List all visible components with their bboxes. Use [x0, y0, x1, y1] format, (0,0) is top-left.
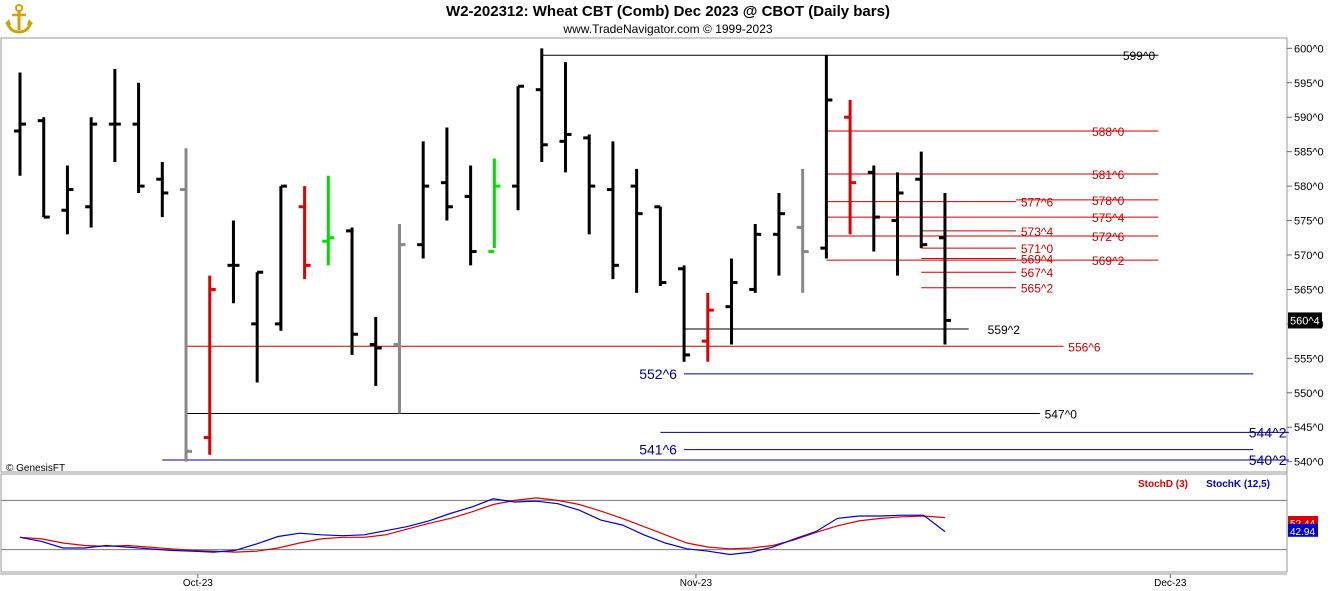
legend-stochk: StochK (12,5)	[1206, 479, 1270, 490]
price-axis: 540^0545^0550^0555^0560^0565^0570^0575^0…	[1287, 43, 1324, 469]
ohlc-bar	[915, 151, 928, 249]
chart-header: W2-202312: Wheat CBT (Comb) Dec 2023 @ C…	[0, 0, 1336, 38]
stoch-panel-frame	[0, 473, 1288, 573]
ohlc-bar	[274, 184, 287, 331]
y-tick-label: 555^0	[1294, 353, 1324, 365]
ohlc-bar	[891, 172, 904, 276]
ohlc-bar	[772, 193, 785, 276]
stoch-series-line	[19, 498, 946, 556]
level-label: 572^6	[1092, 230, 1125, 244]
ohlc-bar	[393, 224, 406, 414]
level-label: 571^0	[1021, 242, 1054, 256]
level-label: 573^4	[1021, 225, 1054, 239]
level-label: 569^4	[1021, 252, 1054, 266]
level-label: 575^4	[1092, 211, 1125, 225]
ohlc-bar	[61, 165, 74, 235]
ohlc-bar	[938, 193, 951, 345]
ohlc-bar	[85, 117, 98, 228]
stoch-series-line	[19, 497, 946, 553]
ohlc-bar	[749, 224, 762, 293]
ohlc-bar	[156, 162, 169, 218]
ohlc-bar	[322, 175, 335, 266]
level-label: 581^6	[1092, 168, 1125, 182]
ohlc-bar	[464, 165, 477, 266]
ohlc-bar	[630, 168, 643, 293]
price-levels: 599^0 588^0 581^6 577^6 578^0 575^4 573^4 572^6…	[162, 49, 1289, 468]
level-label: 559^2	[988, 323, 1021, 337]
price-bars	[14, 48, 951, 462]
level-label: 577^6	[1021, 196, 1054, 210]
ohlc-bar	[14, 72, 26, 176]
last-price-label: 560^4	[1290, 315, 1320, 327]
ohlc-bar	[108, 69, 121, 162]
ohlc-bar	[369, 317, 382, 386]
ohlc-bar	[440, 127, 453, 221]
level-label: 556^6	[1068, 340, 1101, 354]
y-tick-label: 590^0	[1294, 112, 1324, 124]
level-label: 567^4	[1021, 266, 1054, 280]
level-label: 544^2	[1249, 424, 1287, 440]
ohlc-bar	[583, 134, 596, 235]
y-tick-label: 600^0	[1294, 43, 1324, 55]
x-tick-label: Nov-23	[680, 578, 713, 589]
y-tick-label: 595^0	[1294, 78, 1324, 90]
ohlc-bar	[180, 148, 193, 462]
ohlc-bar	[37, 117, 50, 219]
level-label: 588^0	[1092, 125, 1125, 139]
y-tick-label: 550^0	[1294, 388, 1324, 400]
chart-title: W2-202312: Wheat CBT (Comb) Dec 2023 @ C…	[446, 3, 890, 20]
ohlc-bar	[844, 100, 857, 235]
legend-stochd: StochD (3)	[1138, 479, 1188, 490]
ohlc-bar	[417, 141, 430, 259]
level-label: 540^2	[1249, 452, 1287, 468]
level-label: 578^0	[1092, 194, 1125, 208]
y-tick-label: 575^0	[1294, 216, 1324, 228]
ohlc-bar	[132, 82, 145, 193]
ohlc-bar	[559, 62, 572, 173]
date-axis: Oct-23 Nov-23 Dec-23	[183, 574, 1187, 589]
anchor-logo-icon	[5, 4, 33, 34]
ohlc-bar	[346, 227, 359, 355]
ohlc-bar	[796, 168, 809, 293]
ohlc-bar	[678, 265, 691, 362]
ohlc-bar	[298, 186, 311, 280]
level-label: 565^2	[1021, 282, 1054, 296]
ohlc-bar	[867, 165, 880, 252]
y-tick-label: 580^0	[1294, 181, 1324, 193]
ohlc-bar	[725, 258, 738, 345]
ohlc-bar	[535, 48, 548, 162]
level-label: 569^2	[1092, 254, 1125, 268]
y-tick-label: 540^0	[1294, 457, 1324, 469]
level-label: 552^6	[639, 366, 677, 382]
stoch-last-value-box	[1288, 523, 1318, 537]
level-label: 599^0	[1123, 49, 1156, 63]
ohlc-bar	[227, 220, 240, 304]
level-label: 541^6	[639, 442, 677, 458]
y-tick-label: 570^0	[1294, 250, 1324, 262]
ohlc-bar	[606, 141, 619, 280]
last-price-box	[1288, 312, 1322, 329]
y-tick-label: 585^0	[1294, 147, 1324, 159]
y-tick-label: 545^0	[1294, 422, 1324, 434]
x-tick-label: Dec-23	[1154, 578, 1187, 589]
ohlc-bar	[654, 205, 667, 286]
ohlc-bar	[820, 55, 833, 259]
ohlc-bar	[701, 292, 714, 362]
ohlc-bar	[488, 158, 501, 254]
ohlc-bar	[512, 84, 525, 211]
y-tick-label: 565^0	[1294, 284, 1324, 296]
x-tick-label: Oct-23	[183, 578, 213, 589]
chart-subtitle: www.TradeNavigator.com © 1999-2023	[563, 22, 773, 36]
ohlc-bar	[251, 270, 264, 383]
copyright-label: © GenesisFT	[6, 463, 65, 474]
stoch-last-value-label: 42.94	[1290, 527, 1315, 538]
ohlc-bar	[203, 275, 216, 455]
level-label: 547^0	[1045, 407, 1078, 421]
